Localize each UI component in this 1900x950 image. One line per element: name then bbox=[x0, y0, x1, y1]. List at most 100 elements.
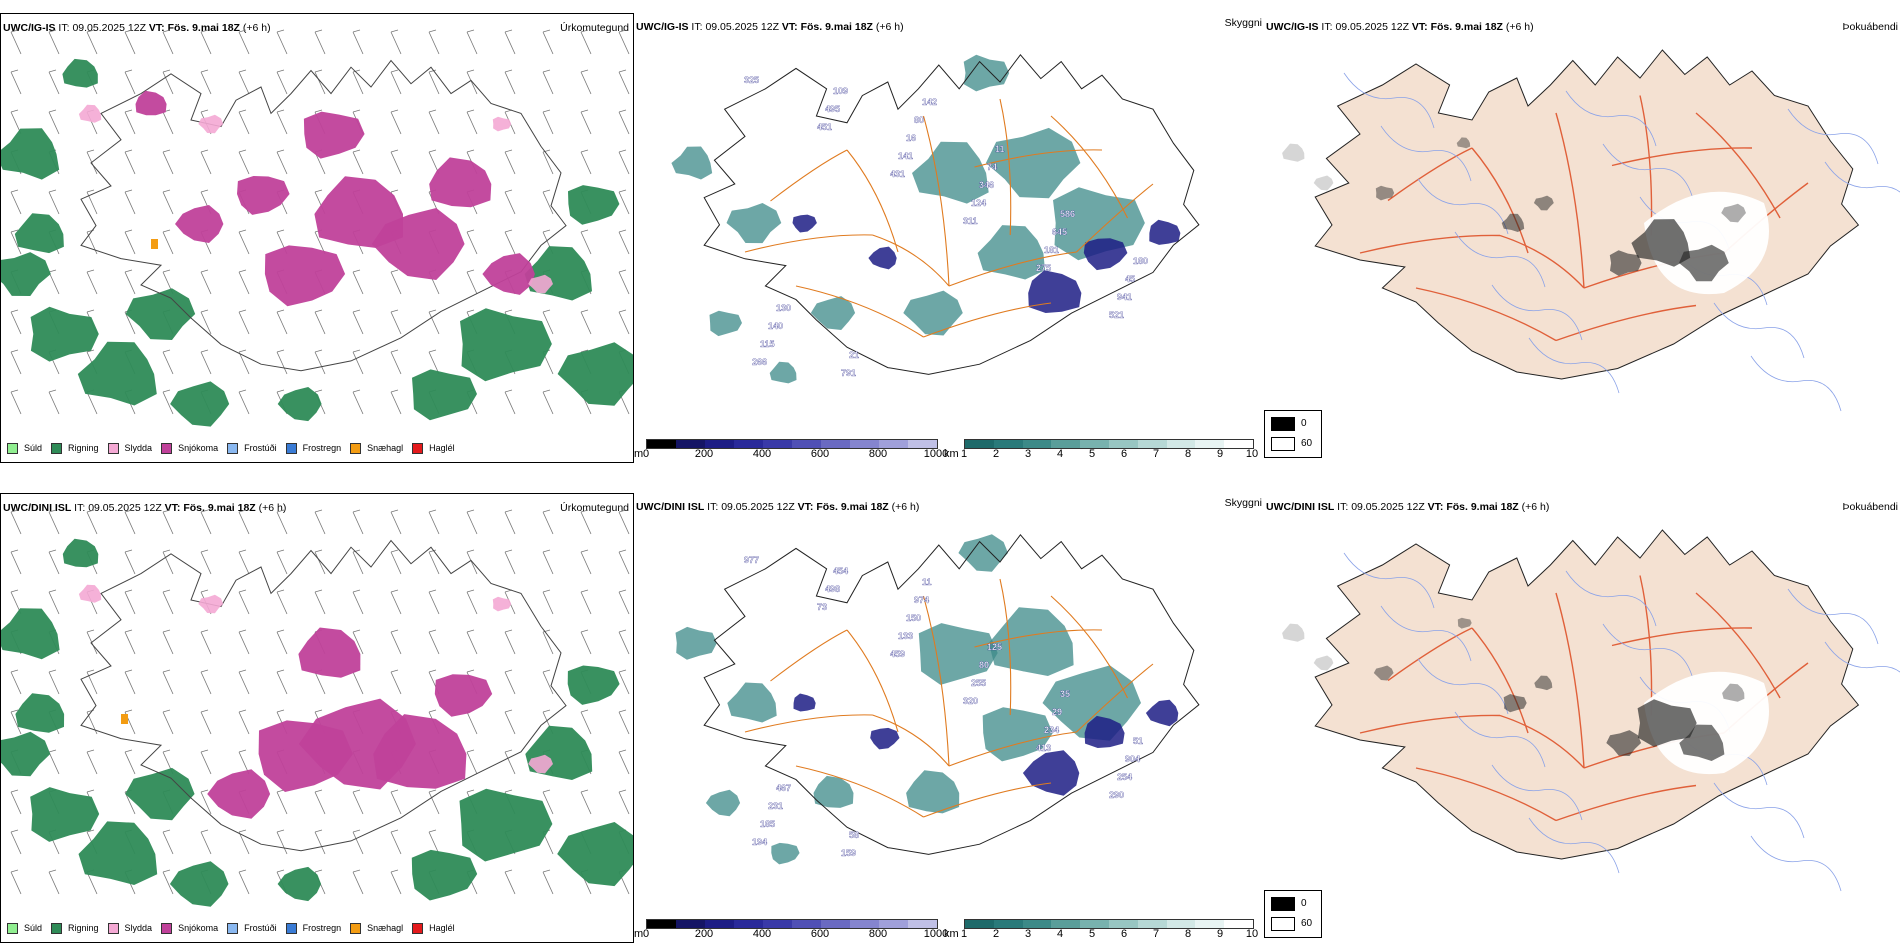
panel-title-cloud: Skyggni bbox=[1224, 17, 1262, 29]
colorbar-bin bbox=[1108, 920, 1138, 928]
precip-legend-label: Haglél bbox=[429, 443, 455, 453]
precip-legend-swatch bbox=[412, 922, 424, 934]
precip-legend-item: Slydda bbox=[107, 442, 153, 454]
colorbar-unit: km bbox=[944, 448, 959, 460]
cloud-base-label: 521 bbox=[1109, 310, 1124, 320]
colorbar-bin bbox=[821, 920, 850, 928]
cloud-map: 325 451 431 311 275 521 266 495 141 124 181 941 115 1… bbox=[671, 54, 1200, 384]
panel-header: UWC/DINI ISL IT: 09.05.2025 12Z VT: Fös.… bbox=[636, 501, 920, 513]
panel-header: UWC/IG-IS IT: 09.05.2025 12Z VT: Fös. 9.… bbox=[1266, 21, 1534, 33]
cloud-base-label: 454 bbox=[833, 566, 848, 576]
precip-legend-swatch bbox=[51, 442, 63, 454]
precip-legend-item: Frostregn bbox=[285, 922, 342, 934]
colorbar-tick-label: 7 bbox=[1152, 928, 1160, 940]
cloud-base-label: 325 bbox=[744, 75, 759, 85]
colorbar-tick-label: 2 bbox=[992, 448, 1000, 460]
precip-legend-swatch bbox=[7, 922, 18, 934]
precip-legend-label: Súld bbox=[24, 443, 43, 453]
cloud-base-label: 58 bbox=[849, 830, 859, 840]
colorbar-unit: km bbox=[944, 928, 959, 940]
colorbar-tick-label: 6 bbox=[1120, 928, 1128, 940]
cloud-base-label: 290 bbox=[1109, 790, 1124, 800]
visibility-colorbar: km 1 2 3 4 5 6 7 8 9 10 bbox=[944, 436, 1260, 462]
colorbar-tick-label: 600 bbox=[810, 928, 830, 940]
colorbar-bin bbox=[908, 440, 937, 448]
cloud-base-label: 320 bbox=[963, 696, 978, 706]
cloud-base-label: 21 bbox=[849, 350, 859, 360]
cloud-base-label: 974 bbox=[914, 595, 929, 605]
colorbar-tick-label: 4 bbox=[1056, 928, 1064, 940]
colorbar-tick-label: 10 bbox=[1245, 928, 1259, 940]
cloud-base-label: 266 bbox=[752, 357, 767, 367]
cloud-base-label: 130 bbox=[776, 303, 791, 313]
colorbar-bin bbox=[908, 920, 937, 928]
colorbar-bin bbox=[1137, 440, 1167, 448]
cloud-base-label: 80 bbox=[979, 660, 989, 670]
colorbar-bin bbox=[850, 440, 879, 448]
cloud-base-label: 586 bbox=[1060, 209, 1075, 219]
cloud-base-label: 181 bbox=[1044, 245, 1059, 255]
cloud-base-label: 495 bbox=[825, 104, 840, 114]
precip-legend-item: Snæhagl bbox=[350, 922, 404, 934]
cloud-base-label: 498 bbox=[825, 584, 840, 594]
precip-legend-label: Frostregn bbox=[302, 443, 342, 453]
cloud-base-label: 29 bbox=[1052, 707, 1062, 717]
fog-key-low: 0 bbox=[1301, 418, 1307, 429]
colorbar-bin bbox=[1108, 440, 1138, 448]
precip-legend-item: Rigning bbox=[51, 442, 99, 454]
colorbar-tick-label: 3 bbox=[1024, 928, 1032, 940]
cloud-base-label: 133 bbox=[898, 631, 913, 641]
cloudbase-colorbar: m 0 200 400 600 800 1000 bbox=[634, 436, 948, 462]
cloud-base-label: 791 bbox=[841, 368, 856, 378]
colorbar-bin bbox=[1224, 440, 1253, 448]
fog-key: 0 60 bbox=[1264, 890, 1322, 938]
colorbar-tick-label: 7 bbox=[1152, 448, 1160, 460]
colorbar-bin bbox=[763, 440, 792, 448]
precip-legend-swatch bbox=[227, 922, 239, 934]
precip-legend-label: Frostúði bbox=[244, 443, 277, 453]
colorbar-bin bbox=[792, 920, 821, 928]
cloud-base-label: 141 bbox=[898, 151, 913, 161]
colorbar-tick-label: 1 bbox=[960, 448, 968, 460]
precip-legend-label: Slydda bbox=[124, 443, 153, 453]
colorbar-bin bbox=[1080, 920, 1109, 928]
cloud-base-label: 234 bbox=[1044, 725, 1059, 735]
fog-key-low: 0 bbox=[1301, 898, 1307, 909]
cloud-base-label: 467 bbox=[776, 783, 791, 793]
cloud-base-label: 275 bbox=[1036, 263, 1051, 273]
colorbar-tick-label: 9 bbox=[1216, 448, 1224, 460]
colorbar-bin bbox=[1195, 440, 1225, 448]
colorbar-bin bbox=[792, 440, 821, 448]
colorbar-bin bbox=[965, 920, 994, 928]
cloud-base-label: 115 bbox=[760, 339, 775, 349]
precip-legend-item: Haglél bbox=[412, 922, 455, 934]
precip-legend-label: Snæhagl bbox=[367, 923, 404, 933]
cloud-base-label: 142 bbox=[922, 97, 937, 107]
colorbar-bin bbox=[879, 440, 908, 448]
colorbar-bin bbox=[850, 920, 879, 928]
cloud-base-label: 346 bbox=[979, 180, 994, 190]
colorbar-bin bbox=[1051, 440, 1081, 448]
colorbar-bin bbox=[1224, 920, 1253, 928]
colorbar-strip bbox=[646, 919, 938, 929]
precip-legend-swatch bbox=[161, 442, 173, 454]
precip-legend-label: Frostregn bbox=[302, 923, 342, 933]
panel-header: UWC/DINI ISL IT: 09.05.2025 12Z VT: Fös.… bbox=[3, 502, 287, 514]
cloud-base-label: 140 bbox=[768, 321, 783, 331]
cloud-base-label: 645 bbox=[1052, 227, 1067, 237]
colorbar-strip bbox=[646, 439, 938, 449]
cloud-base-label: 125 bbox=[987, 642, 1002, 652]
colorbar-tick-label: 2 bbox=[992, 928, 1000, 940]
precip-legend-item: Haglél bbox=[412, 442, 455, 454]
precip-legend-swatch bbox=[161, 922, 173, 934]
colorbar-strip bbox=[964, 439, 1254, 449]
colorbar-bin bbox=[1022, 440, 1052, 448]
fog-key-high: 60 bbox=[1301, 438, 1313, 449]
colorbar-bin bbox=[1195, 920, 1225, 928]
fog-panel-bottom: UWC/DINI ISL IT: 09.05.2025 12Z VT: Fös.… bbox=[1264, 493, 1900, 943]
colorbar-bin bbox=[1166, 440, 1196, 448]
colorbar-bin bbox=[1051, 920, 1081, 928]
colorbar-tick-label: 4 bbox=[1056, 448, 1064, 460]
cloud-base-label: 80 bbox=[914, 115, 924, 125]
colorbar-tick-label: 400 bbox=[752, 928, 772, 940]
